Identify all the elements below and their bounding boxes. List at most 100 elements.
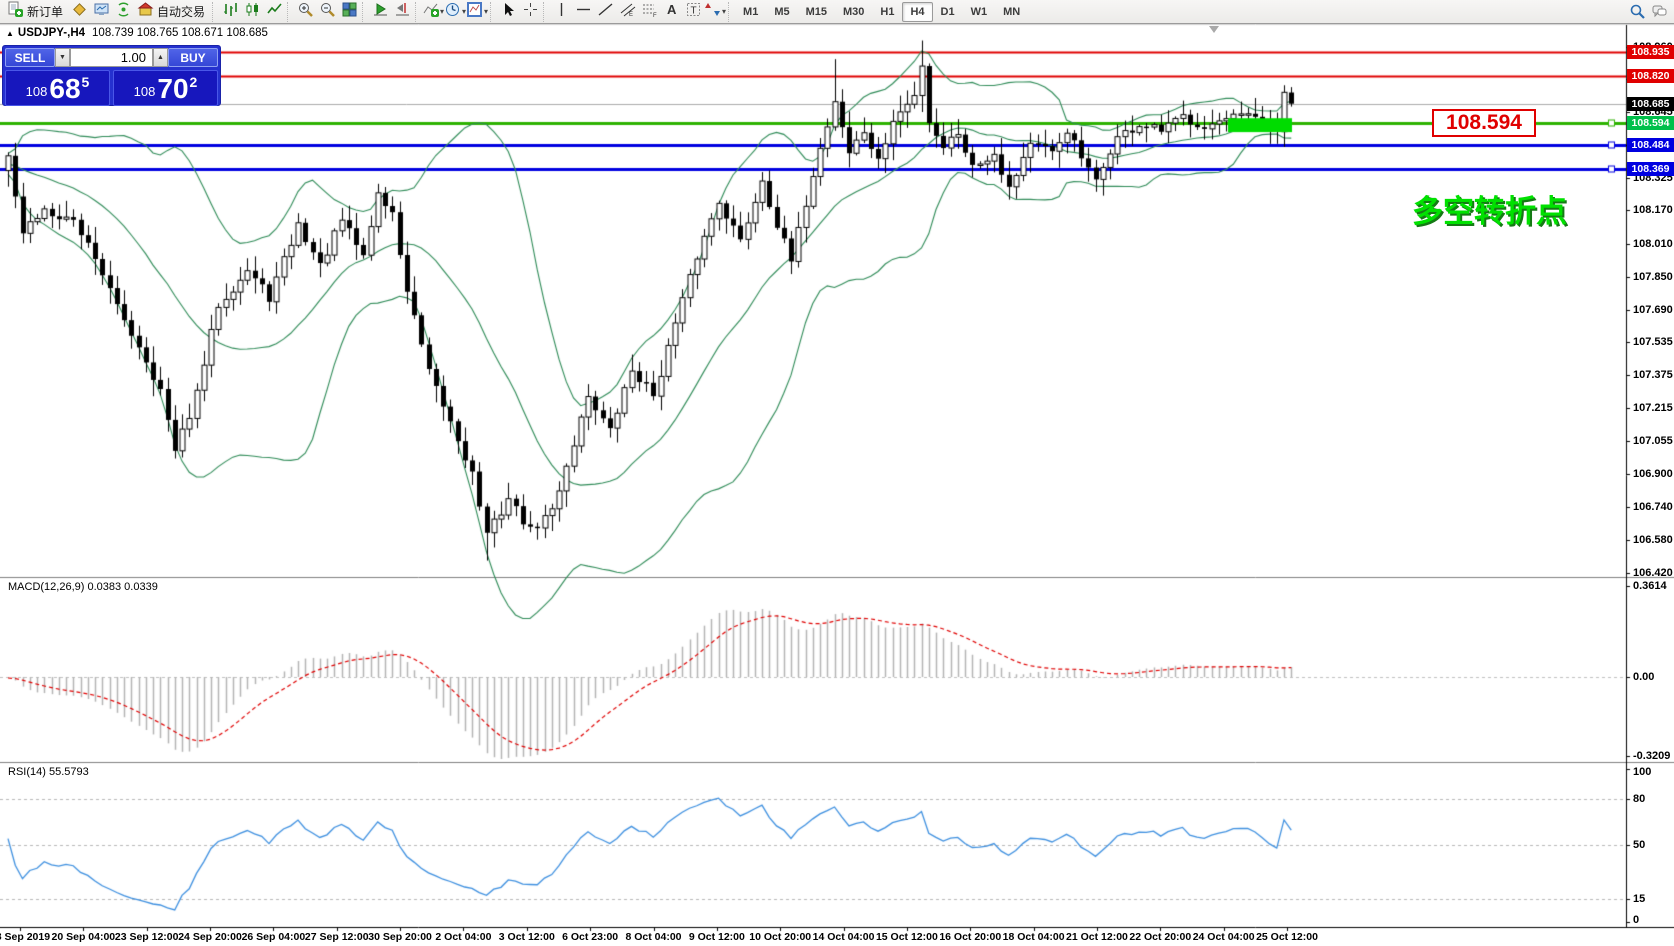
channel-button[interactable]: E — [616, 1, 638, 22]
ohlc-values: 108.739 108.765 108.671 108.685 — [92, 27, 268, 39]
auto-scroll-button[interactable] — [369, 1, 391, 22]
chart-shift-button[interactable] — [391, 1, 413, 22]
toolbar: 新订单 自动交易 ▾ ▾ ▾ E F A T ▾ M1 M5 M15 M30 H1 H4 D1 W1 MN — [0, 0, 1674, 24]
rsi-axis-tick: 80 — [1633, 793, 1646, 806]
time-axis-label: 24 Sep 20:00 — [178, 931, 242, 943]
bid-prefix: 108 — [25, 84, 48, 99]
volume-increase-button[interactable]: ▲ — [153, 48, 168, 67]
price-callout-label[interactable]: 108.594 — [1432, 109, 1536, 137]
zoom-out-button[interactable] — [316, 1, 338, 22]
hline-price-label: 108.484 — [1627, 138, 1674, 153]
timeframe-button-h1[interactable]: H1 — [880, 5, 895, 18]
price-axis-tick: 108.170 — [1633, 204, 1673, 217]
volume-decrease-button[interactable]: ▼ — [55, 48, 70, 67]
zoom-in-icon — [297, 1, 314, 23]
timeframe-button-d1[interactable]: D1 — [940, 5, 955, 18]
toolbar-separator — [543, 1, 548, 22]
chart-annotation-text[interactable]: 多空转折点 — [1412, 194, 1567, 229]
hline-icon — [575, 1, 592, 23]
signals-button[interactable] — [112, 1, 134, 22]
timeframe-button-m30[interactable]: M30 — [843, 5, 865, 18]
zoom-in-button[interactable] — [294, 1, 316, 22]
cursor-icon — [500, 1, 517, 23]
timeframe-button-mn[interactable]: MN — [1003, 5, 1021, 18]
time-axis-label: 21 Oct 12:00 — [1066, 931, 1128, 943]
text-label-button[interactable]: T — [682, 1, 704, 22]
autotrade-button[interactable] — [134, 1, 156, 22]
svg-text:F: F — [653, 13, 657, 18]
fibo-icon: F — [641, 1, 658, 23]
chevron-down-icon[interactable]: ▾ — [722, 7, 727, 16]
vline-button[interactable] — [550, 1, 572, 22]
arrows-button[interactable]: ▾ — [704, 1, 726, 22]
buy-button[interactable]: BUY — [168, 48, 218, 67]
bid-price[interactable]: 108 68 5 — [5, 70, 110, 106]
quotes-button[interactable] — [68, 1, 90, 22]
chevron-down-icon[interactable]: ▾ — [462, 7, 467, 16]
toolbar-separator — [287, 1, 292, 22]
timeframe-button-h4[interactable]: H4 — [902, 1, 933, 22]
time-axis-label: 23 Sep 12:00 — [114, 931, 179, 943]
crosshair-button[interactable] — [519, 1, 541, 22]
macd-axis-tick: 0.3614 — [1633, 580, 1667, 592]
svg-text:A: A — [667, 2, 677, 17]
market-watch-icon — [93, 1, 110, 23]
ask-sup: 2 — [189, 74, 198, 90]
templates-button[interactable]: ▾ — [466, 1, 488, 22]
doc-plus-icon — [7, 1, 24, 23]
chat-button[interactable] — [1648, 1, 1670, 22]
timeframe-button-m1[interactable]: M1 — [743, 5, 759, 18]
trendline-button[interactable] — [594, 1, 616, 22]
time-axis-label: 16 Oct 20:00 — [939, 931, 1002, 943]
quotes-diamond-icon — [71, 1, 88, 23]
chevron-down-icon[interactable]: ▾ — [440, 7, 445, 16]
crosshair-icon — [522, 1, 539, 23]
toolbar-right — [1626, 1, 1670, 22]
chart-line-icon — [266, 1, 283, 23]
chart-candles-button[interactable] — [241, 1, 263, 22]
timeframe-button-m15[interactable]: M15 — [805, 5, 827, 18]
new-order-button-label[interactable]: 新订单 — [27, 5, 64, 19]
volume-input[interactable]: 1.00 — [70, 48, 153, 67]
ask-prefix: 108 — [133, 84, 156, 99]
sell-button[interactable]: SELL — [5, 48, 55, 67]
ask-price[interactable]: 108 70 2 — [113, 70, 218, 106]
tile-windows-icon — [341, 1, 358, 23]
rsi-indicator-label: RSI(14) 55.5793 — [8, 766, 89, 778]
hline-button[interactable] — [572, 1, 594, 22]
search-button[interactable] — [1626, 1, 1648, 22]
templates-icon — [466, 1, 483, 23]
timeframe-button-w1[interactable]: W1 — [970, 5, 988, 18]
timeframe-button-m5[interactable]: M5 — [774, 5, 790, 18]
auto-scroll-icon — [372, 1, 389, 23]
text-button[interactable]: A — [660, 1, 682, 22]
time-axis-label: 15 Oct 12:00 — [875, 931, 938, 943]
market-watch-button[interactable] — [90, 1, 112, 22]
bid-big: 68 — [49, 73, 81, 104]
autotrade-button-label[interactable]: 自动交易 — [157, 5, 206, 19]
new-order-button[interactable] — [4, 1, 26, 22]
rsi-axis-tick: 0 — [1633, 914, 1640, 926]
chevron-down-icon[interactable]: ▾ — [484, 7, 489, 16]
price-axis-tick: 106.420 — [1633, 567, 1673, 580]
chart-shift-marker-icon[interactable] — [1209, 26, 1219, 33]
fibonacci-button[interactable]: F — [638, 1, 660, 22]
collapse-triangle-icon[interactable]: ▲ — [6, 28, 14, 38]
hline-price-label: 108.594 — [1627, 115, 1674, 130]
chart-line-button[interactable] — [263, 1, 285, 22]
time-axis-label: 8 Oct 04:00 — [625, 931, 682, 943]
svg-text:T: T — [690, 5, 696, 16]
toolbar-separator — [212, 1, 217, 22]
time-axis-label: 24 Oct 04:00 — [1192, 931, 1255, 943]
indicators-button[interactable]: ▾ — [422, 1, 444, 22]
cursor-button[interactable] — [497, 1, 519, 22]
periods-button[interactable]: ▾ — [444, 1, 466, 22]
bid-sup: 5 — [81, 74, 90, 90]
tile-windows-button[interactable] — [338, 1, 360, 22]
price-axis-tick: 107.535 — [1633, 335, 1673, 348]
autotrade-icon — [137, 1, 154, 23]
chart-bars-icon — [222, 1, 239, 23]
chart-bars-button[interactable] — [219, 1, 241, 22]
